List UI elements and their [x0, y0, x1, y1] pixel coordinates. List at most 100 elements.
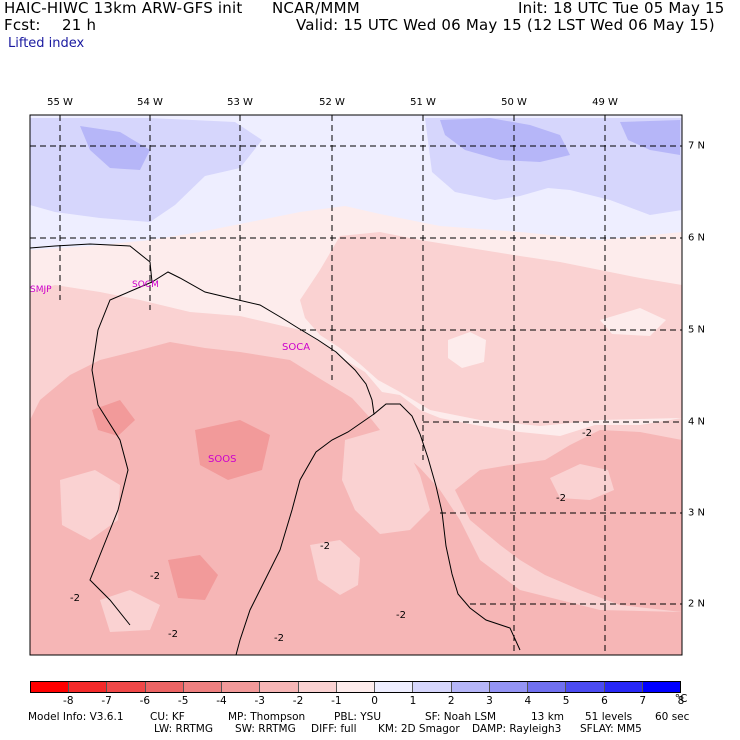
contour-label: -2: [582, 428, 592, 439]
contour-label: -2: [274, 633, 284, 644]
coastline: [29, 243, 521, 656]
colorbar-swatch: [298, 682, 337, 692]
fill-m4-m3-2: [195, 420, 270, 480]
lat-label-7n: 7 N: [688, 140, 706, 152]
fill-hole-5: [310, 540, 360, 595]
colorbar-tick-label: -2: [292, 695, 304, 707]
lon-label-52w: 52 W: [319, 97, 345, 108]
colorbar-swatch: [260, 682, 299, 692]
station-soos: SOOS: [208, 454, 236, 465]
colorbar-swatch: [642, 682, 680, 692]
colorbar-tick-label: -5: [177, 695, 189, 707]
fill-m3-m2-east: [455, 430, 682, 612]
damping: DAMP: Rayleigh3: [472, 723, 562, 735]
lat-label-4n: 4 N: [688, 416, 706, 428]
grid-spacing: 13 km: [531, 711, 565, 723]
contour-labels: -2 -2 -2 -2 -2 -2 -2 -2: [70, 428, 592, 644]
contour-label: -2: [70, 593, 80, 604]
fill-m4-m3-3: [168, 555, 218, 600]
fill-hole-1: [448, 332, 486, 368]
colorbar-swatch: [375, 682, 414, 692]
lon-label-55w: 55 W: [47, 97, 73, 108]
lon-label-50w: 50 W: [501, 97, 527, 108]
contour-label: -2: [556, 493, 566, 504]
lat-lon-grid: [30, 115, 682, 655]
model-info: Model Info: V3.6.1: [28, 711, 124, 723]
colorbar-tick-label: 5: [562, 695, 570, 707]
map-frame: [29, 114, 683, 656]
colorbar-tick-label: 6: [601, 695, 608, 707]
colorbar-unit: °C: [674, 693, 688, 705]
org-title: NCAR/MMM: [272, 0, 360, 17]
colorbar-tick-label: 4: [524, 695, 532, 707]
colorbar-swatch: [145, 682, 184, 692]
colorbar-swatch: [31, 682, 70, 692]
colorbar-tick-label: 7: [639, 695, 647, 707]
cumulus-scheme: CU: KF: [150, 711, 185, 723]
colorbar-tick-label: -4: [216, 695, 227, 707]
fill-2-3-west: [80, 126, 150, 170]
surface-scheme: SF: Noah LSM: [425, 711, 497, 723]
contour-label: -2: [150, 571, 160, 582]
lat-label-2n: 2 N: [688, 598, 706, 610]
microphysics: MP: Thompson: [228, 711, 306, 723]
fill-hole-7: [100, 590, 160, 632]
lon-label-53w: 53 W: [227, 97, 253, 108]
colorbar-swatch: [69, 682, 108, 692]
fill-hole-3: [342, 430, 430, 534]
lat-label-5n: 5 N: [688, 324, 706, 336]
contour-label: -2: [396, 610, 406, 621]
fill-m4-m3-1: [92, 400, 135, 436]
longwave-scheme: LW: RRTMG: [154, 723, 213, 735]
fill-hole-6: [60, 470, 120, 540]
forecast-label: Fcst:: [4, 16, 41, 34]
station-smjp: SMJP: [30, 285, 52, 295]
forecast-hour: 21 h: [62, 16, 97, 34]
lat-label-6n: 6 N: [688, 232, 706, 244]
colorbar-swatch: [336, 682, 376, 692]
field-name: Lifted index: [8, 36, 85, 51]
colorbar-tick-label: 0: [371, 695, 378, 707]
shortwave-scheme: SW: RRTMG: [235, 723, 296, 735]
model-title: HAIC-HIWC 13km ARW-GFS init: [4, 0, 243, 17]
border-east: [235, 413, 375, 656]
pbl-scheme: PBL: YSU: [334, 711, 382, 723]
colorbar-swatch: [566, 682, 605, 692]
colorbar-tick-label: -1: [331, 695, 342, 707]
lon-label-49w: 49 W: [592, 97, 618, 108]
colorbar: [30, 681, 681, 693]
map-fill-layers: [30, 115, 682, 655]
colorbar-tick-label: -8: [63, 695, 74, 707]
valid-time: Valid: 15 UTC Wed 06 May 15 (12 LST Wed …: [296, 16, 715, 34]
lat-label-3n: 3 N: [688, 507, 706, 519]
station-soca: SOCA: [282, 342, 310, 353]
border-west: [89, 281, 153, 626]
colorbar-swatch: [183, 682, 223, 692]
contour-label: -2: [320, 541, 330, 552]
station-socm: SOCM: [132, 280, 159, 290]
colorbar-tick-label: -7: [101, 695, 112, 707]
km-option: KM: 2D Smagor: [378, 723, 460, 735]
surface-layer: SFLAY: MM5: [580, 723, 642, 735]
diffusion: DIFF: full: [311, 723, 357, 735]
colorbar-swatch: [489, 682, 529, 692]
colorbar-tick-label: 2: [447, 695, 455, 707]
lon-label-54w: 54 W: [137, 97, 163, 108]
init-time: Init: 18 UTC Tue 05 May 15: [518, 0, 725, 17]
colorbar-tick-label: -6: [139, 695, 151, 707]
colorbar-swatch: [604, 682, 643, 692]
colorbar-tick-label: -3: [254, 695, 265, 707]
colorbar-swatch: [413, 682, 452, 692]
colorbar-tick-label: 3: [486, 695, 493, 707]
vertical-levels: 51 levels: [585, 711, 633, 723]
colorbar-tick-label: 1: [409, 695, 417, 707]
coastline-path: [29, 243, 521, 651]
time-step: 60 sec: [655, 711, 690, 723]
fill-2-3-east: [440, 118, 570, 162]
fill-m2-m1-east: [300, 232, 682, 426]
lon-label-51w: 51 W: [410, 97, 436, 108]
colorbar-swatch: [107, 682, 146, 692]
colorbar-swatch: [222, 682, 261, 692]
fill-hole-2: [600, 308, 666, 336]
